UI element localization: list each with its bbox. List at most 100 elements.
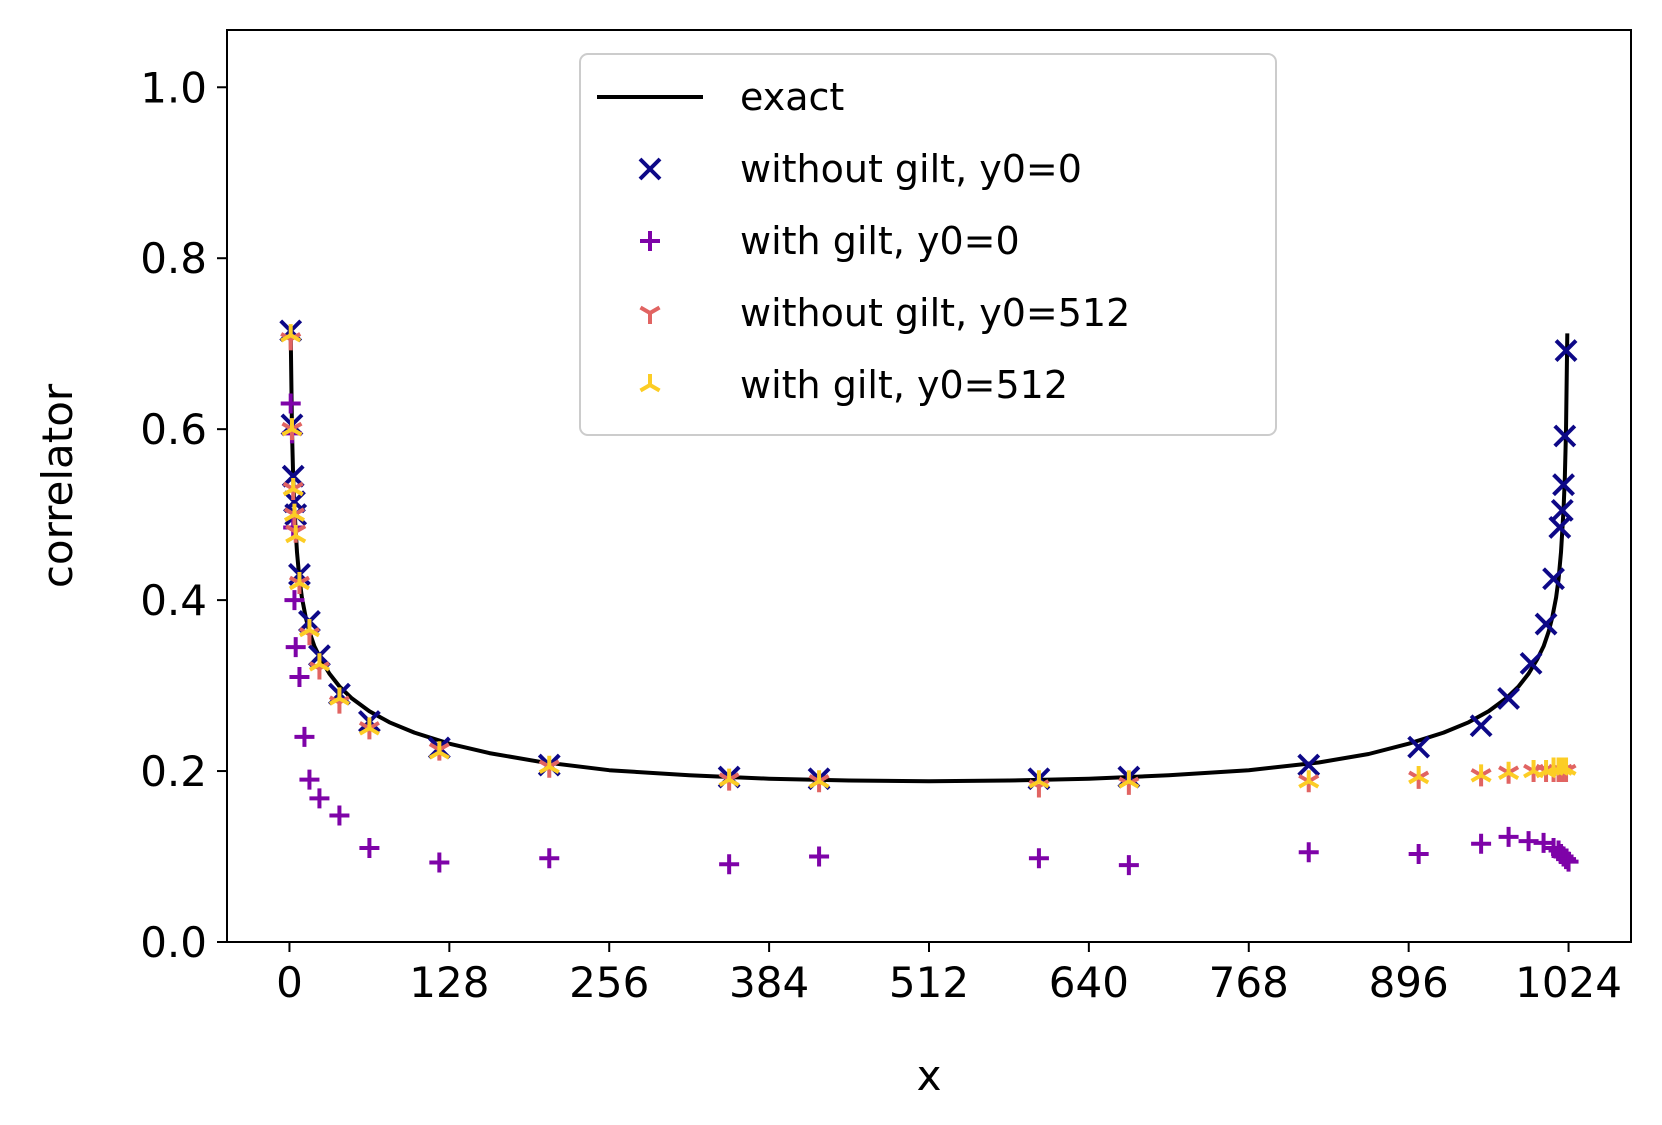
series-4-point: [1298, 770, 1320, 789]
series-4-point: [328, 687, 350, 706]
series-4-point-shape: [808, 770, 830, 789]
legend-entry: without gilt, y0=512: [639, 291, 1130, 335]
series-2-point-shape: [1498, 826, 1519, 847]
series-1-point: [1297, 753, 1321, 777]
legend-marker: [639, 374, 661, 393]
series-4-point: [428, 741, 450, 760]
series-4-point-shape: [328, 687, 350, 706]
series-4-point: [282, 477, 304, 497]
legend-marker: [640, 231, 660, 251]
y-tick-label: 1.0: [140, 63, 207, 112]
legend-entry: with gilt, y0=0: [640, 219, 1020, 263]
series-4-point: [298, 619, 320, 638]
legend-box: [579, 53, 1277, 436]
series-2-point: [719, 854, 740, 875]
legend-entry: without gilt, y0=0: [638, 147, 1082, 191]
series-4-point-shape: [538, 755, 560, 775]
series-1-point: [1497, 686, 1521, 710]
series-1-point: [1553, 424, 1577, 448]
legend-label: with gilt, y0=512: [740, 363, 1068, 407]
series-1-point: [1542, 567, 1565, 591]
legend-marker-shape: [640, 231, 660, 251]
series-2-point-shape: [1028, 848, 1049, 869]
legend-marker-shape: [639, 305, 661, 324]
series-4-point-shape: [308, 653, 330, 672]
series-4-point-shape: [283, 503, 305, 522]
series-4: [280, 324, 1577, 789]
series-2-point: [1118, 855, 1139, 876]
series-1-point-shape: [1553, 424, 1577, 448]
series-1-point: [1552, 473, 1575, 497]
series-1-point-shape: [1297, 753, 1321, 777]
series-4-point: [538, 755, 560, 775]
series-4-point-shape: [285, 525, 307, 544]
series-2-point-shape: [719, 854, 740, 875]
series-2-point-shape: [299, 769, 320, 790]
series-2-point: [1471, 833, 1492, 854]
series-2-point: [359, 837, 380, 858]
legend: exact without gilt, y0=0 with gilt, y0=0 wi…: [579, 53, 1277, 436]
legend-marker: [638, 157, 662, 181]
series-1-point-shape: [1534, 612, 1558, 636]
series-2-point: [429, 852, 450, 873]
x-tick-label: 512: [889, 958, 969, 1007]
x-tick-label: 896: [1369, 958, 1449, 1007]
y-tick-label: 0.8: [140, 234, 207, 283]
series-4-point: [1470, 764, 1492, 783]
series-1-point: [1550, 498, 1574, 522]
series-2-point: [299, 769, 320, 790]
x-tick-label: 128: [409, 958, 489, 1007]
series-4-point: [1498, 761, 1520, 780]
legend-entries: exact without gilt, y0=0 with gilt, y0=0 wi…: [597, 75, 1130, 407]
series-2-point: [294, 726, 315, 747]
series-2-point-shape: [294, 726, 315, 747]
series-4-point: [288, 572, 310, 591]
series-4-point: [308, 653, 330, 672]
series-2-point: [285, 637, 306, 658]
legend-label: without gilt, y0=0: [740, 147, 1082, 191]
legend-entry: with gilt, y0=512: [639, 363, 1068, 407]
series-2-point: [280, 393, 301, 414]
y-tick-label: 0.4: [140, 576, 207, 625]
series-4-point-shape: [1408, 766, 1430, 785]
series-2-point-shape: [280, 393, 301, 414]
series-2-point-shape: [809, 846, 830, 867]
series-4-point: [808, 770, 830, 789]
series-1-point-shape: [1542, 567, 1565, 591]
legend-label: without gilt, y0=512: [740, 291, 1130, 335]
series-4-point: [1555, 757, 1577, 776]
series-2-point-shape: [289, 667, 310, 688]
series-4-point-shape: [298, 619, 320, 638]
series-2-point-shape: [309, 788, 330, 809]
series-1-point-shape: [1407, 735, 1431, 759]
series-2-point-shape: [429, 852, 450, 873]
series-1-point-shape: [1552, 473, 1575, 497]
series-4-point: [280, 324, 302, 343]
legend-label: with gilt, y0=0: [740, 219, 1020, 263]
series-4-point-shape: [288, 572, 310, 591]
series-2-point: [1408, 843, 1429, 864]
y-tick-label: 0.2: [140, 747, 207, 796]
series-4-point-shape: [1118, 770, 1140, 789]
series-4-point: [1118, 770, 1140, 789]
y-axis-ticks: 0.0 0.2 0.4 0.6 0.8 1.0: [140, 63, 227, 967]
series-1-point-shape: [1550, 498, 1574, 522]
series-2-point: [1558, 851, 1579, 872]
series-2-point: [1028, 848, 1049, 869]
series-2-point-shape: [1471, 833, 1492, 854]
legend-label: exact: [740, 75, 844, 119]
series-2-point: [284, 590, 305, 611]
series-1-point-shape: [1469, 714, 1493, 738]
series-4-point: [281, 418, 303, 437]
x-axis-ticks: 0 128 256 384 512 640 768 896 1024: [276, 942, 1622, 1007]
series-2-point: [1498, 826, 1519, 847]
series-2-point: [809, 846, 830, 867]
x-tick-label: 0: [276, 958, 303, 1007]
series-4-point: [1408, 766, 1430, 785]
x-tick-label: 1024: [1515, 958, 1622, 1007]
series-1-point: [1534, 612, 1558, 636]
series-4-point-shape: [1555, 757, 1577, 776]
series-4-point-shape: [1298, 770, 1320, 789]
series-4-point: [718, 768, 740, 787]
